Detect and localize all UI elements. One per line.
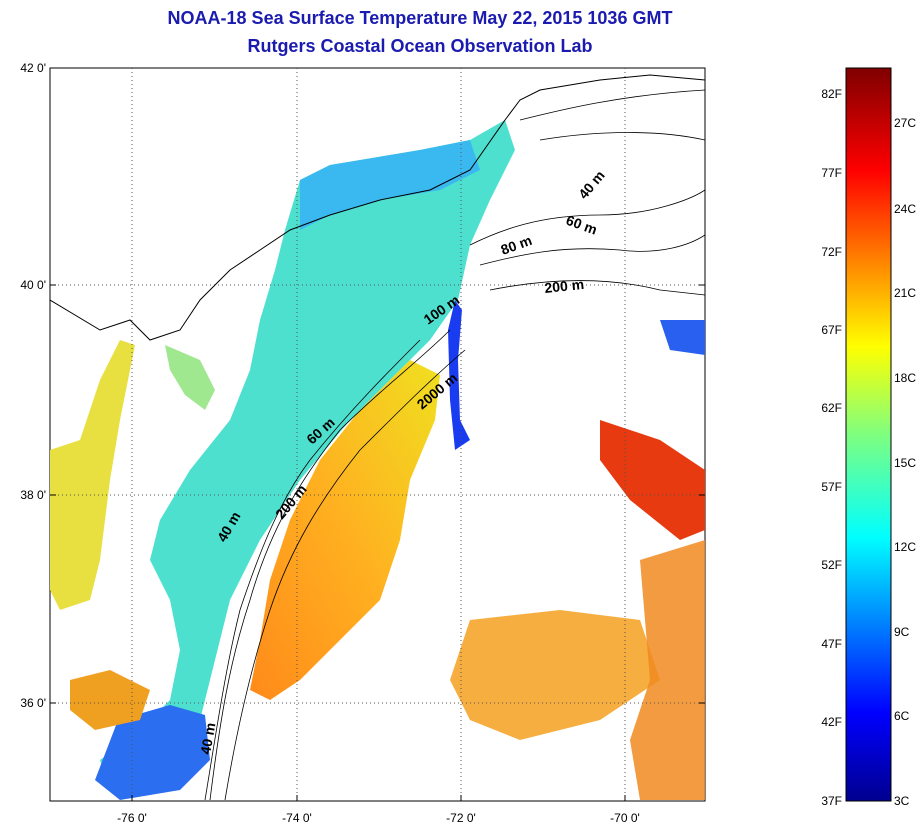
- colorbar-f-label: 57F: [821, 480, 842, 494]
- depth-label-40m-south: 40 m: [197, 721, 218, 755]
- colorbar-f-label: 52F: [821, 558, 842, 572]
- colorbar-c-label: 6C: [894, 709, 910, 723]
- colorbar-f-label: 82F: [821, 87, 842, 101]
- south-cold-water: [95, 705, 210, 800]
- colorbar-c-label: 12C: [894, 540, 916, 554]
- lon-label-74: -74 0': [282, 811, 312, 825]
- lon-label-70: -70 0': [610, 811, 640, 825]
- colorbar-c-label: 15C: [894, 456, 916, 470]
- colorbar-c-label: 9C: [894, 625, 910, 639]
- long-island-sound-water: [300, 140, 480, 230]
- colorbar-f-label: 37F: [821, 794, 842, 808]
- colorbar-f-label: 67F: [821, 323, 842, 337]
- colorbar-c-label: 18C: [894, 371, 916, 385]
- map-title: NOAA-18 Sea Surface Temperature May 22, …: [167, 8, 673, 28]
- colorbar-c-label: 27C: [894, 116, 916, 130]
- pamlico-sound: [70, 670, 150, 730]
- lat-label-36: 36 0': [20, 696, 46, 710]
- colorbar: [845, 67, 892, 802]
- colorbar-f-label: 72F: [821, 245, 842, 259]
- colorbar-c-label: 21C: [894, 286, 916, 300]
- georges-bank-cold: [660, 320, 705, 355]
- slope-warm-water: [250, 360, 440, 700]
- shelf-edge-cold: [448, 300, 470, 450]
- delaware-bay: [165, 345, 215, 410]
- lat-label-42: 42 0': [20, 61, 46, 75]
- offshore-warm-patch: [450, 610, 660, 740]
- lon-ticks: [131, 795, 626, 801]
- colorbar-f-label: 62F: [821, 401, 842, 415]
- colorbar-c-label: 24C: [894, 202, 916, 216]
- map-subtitle: Rutgers Coastal Ocean Observation Lab: [247, 36, 593, 56]
- colorbar-celsius-labels: 27C 24C 21C 18C 15C 12C 9C 6C 3C: [894, 116, 916, 808]
- colorbar-f-label: 42F: [821, 715, 842, 729]
- lat-label-38: 38 0': [20, 488, 46, 502]
- lon-label-76: -76 0': [117, 811, 147, 825]
- gulf-stream-east: [630, 540, 705, 800]
- shelf-water: [100, 120, 515, 790]
- lat-ticks: [50, 67, 705, 704]
- sst-layer: [50, 68, 705, 801]
- colorbar-f-label: 47F: [821, 637, 842, 651]
- bathymetry-contours: [204, 89, 705, 801]
- gulf-stream-eddy: [600, 420, 705, 540]
- colorbar-f-label: 77F: [821, 166, 842, 180]
- lat-label-40: 40 0': [20, 278, 46, 292]
- lon-label-72: -72 0': [446, 811, 476, 825]
- depth-label-200m-north: 200 m: [544, 276, 585, 296]
- colorbar-c-label: 3C: [894, 794, 910, 808]
- coastline: [50, 74, 705, 341]
- chesapeake-bay: [50, 340, 135, 610]
- colorbar-fahrenheit-labels: 82F 77F 72F 67F 62F 57F 52F 47F 42F 37F: [821, 87, 842, 808]
